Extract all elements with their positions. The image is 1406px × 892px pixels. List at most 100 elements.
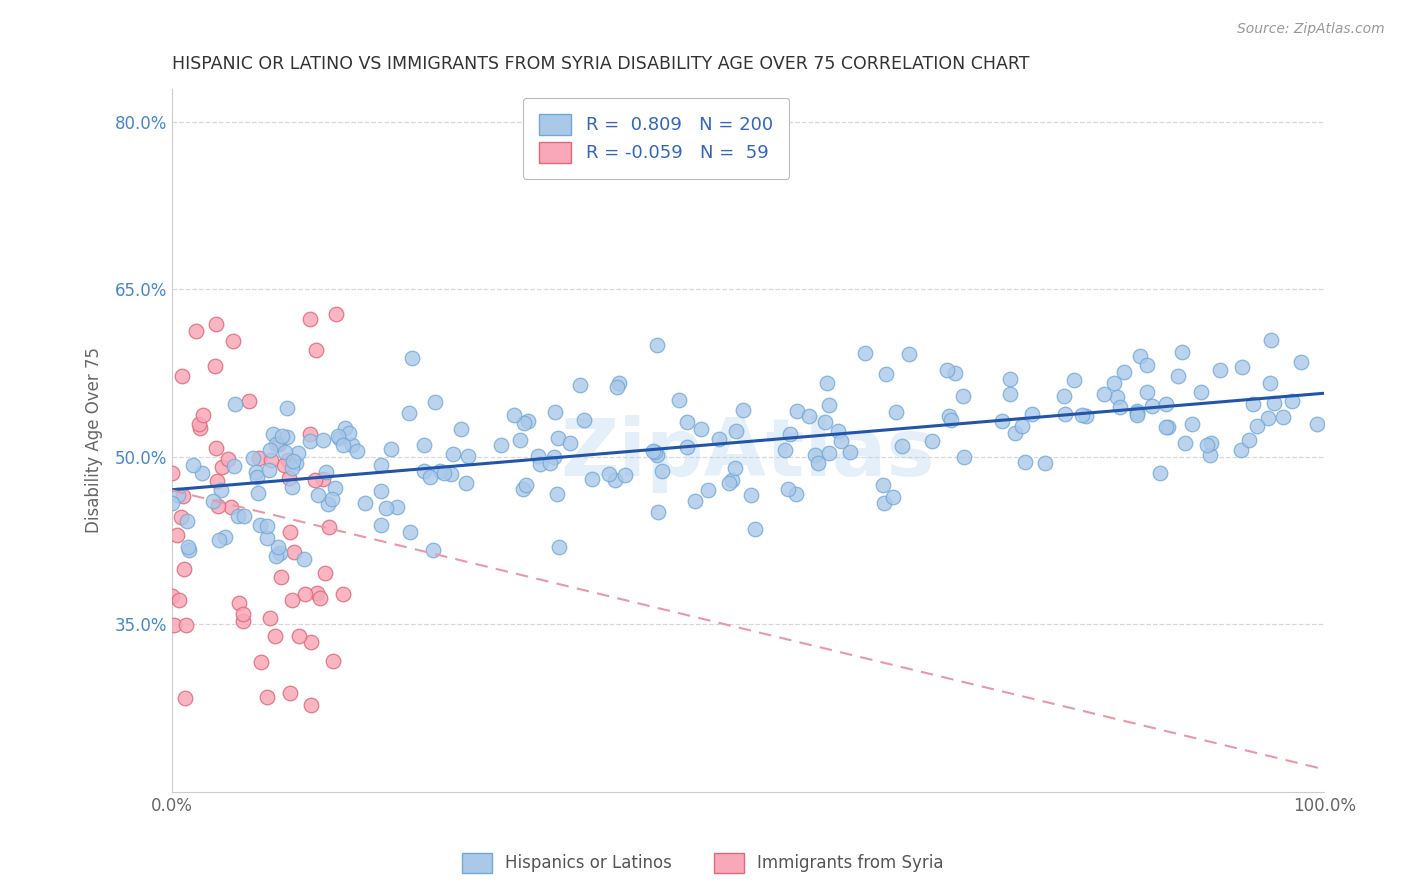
Point: [246, 486, 269, 500]
Point: [707, 432, 730, 446]
Point: [160, 466, 183, 480]
Point: [299, 434, 322, 448]
Point: [815, 376, 838, 391]
Point: [1108, 400, 1130, 414]
Point: [1021, 407, 1043, 421]
Point: [1125, 404, 1147, 418]
Point: [412, 464, 434, 478]
Point: [527, 449, 550, 463]
Point: [1071, 408, 1094, 422]
Point: [423, 394, 446, 409]
Legend: R =  0.809   N = 200, R = -0.059   N =  59: R = 0.809 N = 200, R = -0.059 N = 59: [523, 97, 789, 179]
Point: [853, 345, 876, 359]
Point: [779, 427, 801, 442]
Point: [160, 496, 183, 510]
Point: [720, 474, 742, 488]
Point: [281, 479, 304, 493]
Point: [187, 417, 209, 432]
Point: [172, 489, 194, 503]
Point: [804, 448, 827, 462]
Point: [318, 497, 340, 511]
Point: [990, 414, 1012, 428]
Point: [217, 451, 239, 466]
Point: [1126, 408, 1149, 422]
Point: [1129, 349, 1152, 363]
Point: [304, 473, 326, 487]
Point: [1167, 369, 1189, 384]
Point: [1004, 426, 1026, 441]
Point: [786, 404, 808, 418]
Point: [1239, 434, 1261, 448]
Point: [807, 456, 830, 470]
Text: ZipAtlas: ZipAtlas: [561, 415, 935, 493]
Point: [724, 461, 747, 475]
Point: [219, 500, 242, 515]
Point: [270, 570, 292, 584]
Point: [281, 461, 304, 475]
Point: [276, 401, 298, 415]
Text: Source: ZipAtlas.com: Source: ZipAtlas.com: [1237, 22, 1385, 37]
Point: [740, 488, 762, 502]
Point: [224, 397, 246, 411]
Point: [614, 467, 637, 482]
Point: [228, 596, 250, 610]
Point: [603, 473, 626, 487]
Point: [308, 591, 330, 605]
Point: [429, 464, 451, 478]
Point: [299, 635, 322, 649]
Point: [326, 429, 349, 443]
Point: [1241, 397, 1264, 411]
Point: [281, 593, 304, 607]
Point: [222, 459, 245, 474]
Point: [456, 475, 478, 490]
Point: [547, 431, 569, 445]
Point: [167, 592, 190, 607]
Point: [644, 444, 666, 458]
Point: [440, 467, 463, 481]
Point: [953, 450, 976, 464]
Point: [1033, 456, 1056, 470]
Point: [676, 415, 699, 429]
Point: [298, 312, 321, 326]
Point: [173, 562, 195, 576]
Point: [814, 415, 837, 429]
Point: [242, 451, 264, 466]
Point: [921, 434, 943, 448]
Point: [401, 351, 423, 365]
Point: [731, 403, 754, 417]
Point: [222, 334, 245, 349]
Point: [207, 499, 229, 513]
Point: [1189, 384, 1212, 399]
Point: [568, 378, 591, 392]
Point: [1171, 345, 1194, 359]
Point: [287, 629, 309, 643]
Point: [1136, 385, 1159, 400]
Point: [259, 443, 281, 458]
Point: [538, 456, 561, 470]
Point: [607, 376, 630, 391]
Point: [264, 549, 287, 563]
Point: [257, 463, 280, 477]
Point: [256, 690, 278, 704]
Point: [321, 491, 343, 506]
Point: [776, 483, 799, 497]
Point: [547, 540, 569, 554]
Point: [457, 449, 479, 463]
Point: [1230, 359, 1253, 374]
Point: [509, 434, 531, 448]
Point: [683, 494, 706, 508]
Point: [502, 408, 524, 422]
Point: [399, 524, 422, 539]
Point: [724, 424, 747, 438]
Point: [1281, 394, 1303, 409]
Point: [274, 445, 297, 459]
Point: [278, 525, 301, 540]
Point: [170, 368, 193, 383]
Point: [935, 363, 957, 377]
Point: [332, 438, 354, 452]
Point: [676, 441, 699, 455]
Point: [645, 338, 668, 352]
Point: [305, 586, 328, 600]
Point: [260, 453, 283, 467]
Point: [544, 405, 567, 419]
